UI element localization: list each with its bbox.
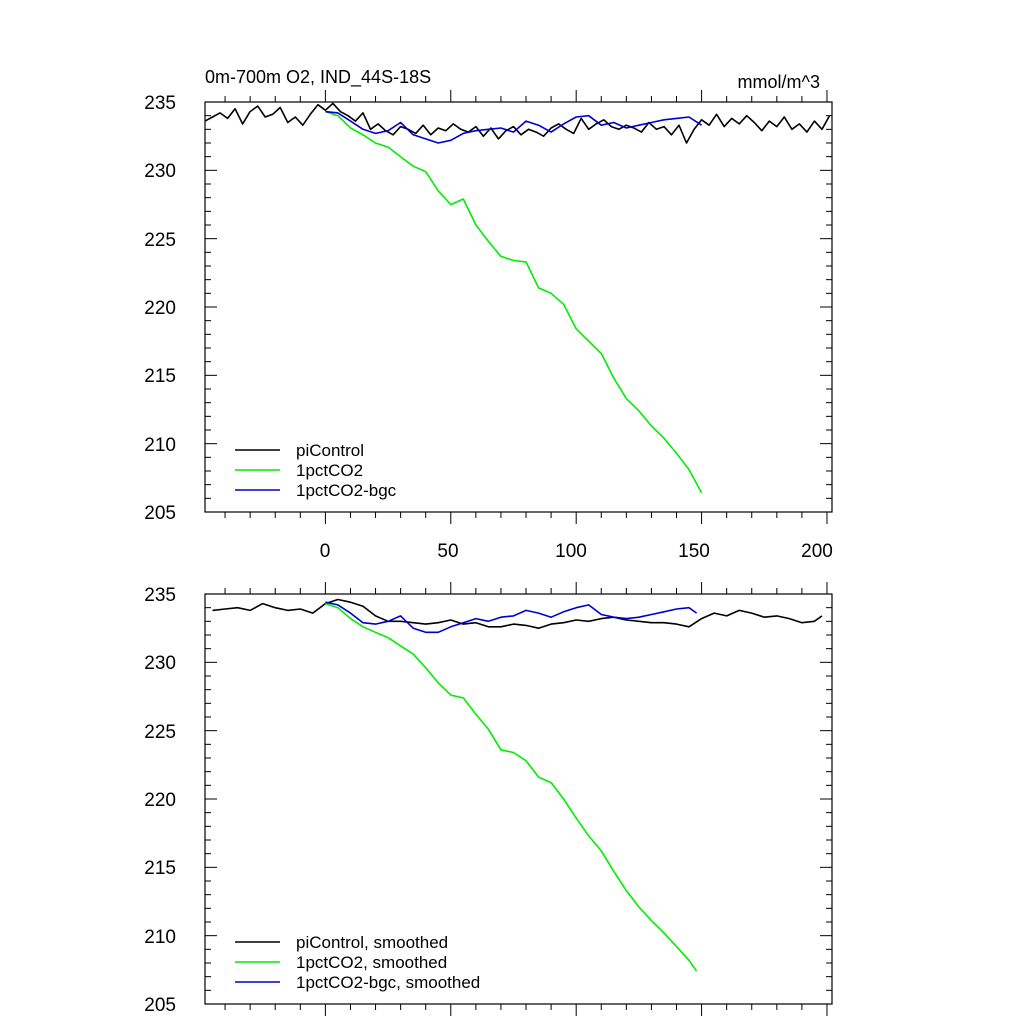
series-line-1pctco2-smoothed xyxy=(325,602,698,972)
legend-label: 1pctCO2-bgc xyxy=(296,481,397,500)
axis-ticks xyxy=(205,582,832,1016)
y-tick-label: 215 xyxy=(144,858,176,879)
top-panel: 0m-700m O2, IND_44S-18S mmol/m^3 235 230… xyxy=(144,67,833,562)
series-line-1pctco2-bgc xyxy=(325,110,703,144)
x-tick-label: 0 xyxy=(320,541,331,562)
units-label: mmol/m^3 xyxy=(738,72,820,92)
series-lines xyxy=(212,598,823,972)
y-tick-label: 235 xyxy=(144,93,176,114)
bottom-panel: 235 230 225 220 215 210 205 piControl, s… xyxy=(144,582,833,1016)
y-tick-label: 230 xyxy=(144,161,176,182)
series-lines xyxy=(204,102,831,494)
legend-label: piControl, smoothed xyxy=(296,933,448,952)
y-tick-label: 225 xyxy=(144,722,176,743)
legend-label: 1pctCO2, smoothed xyxy=(296,953,447,972)
series-line-picontrol-smoothed xyxy=(212,598,823,630)
y-tick-label: 220 xyxy=(144,790,176,811)
series-line-picontrol xyxy=(204,102,831,144)
axis-ticks xyxy=(205,90,832,524)
legend: piControl 1pctCO2 1pctCO2-bgc xyxy=(235,441,397,500)
legend-label: 1pctCO2 xyxy=(296,461,363,480)
y-tick-label: 215 xyxy=(144,366,176,387)
y-axis-labels: 235 230 225 220 215 210 205 xyxy=(144,93,176,524)
y-axis-labels: 235 230 225 220 215 210 205 xyxy=(144,585,176,1016)
series-line-1pctco2-bgc-smoothed xyxy=(325,601,698,634)
x-tick-label: 100 xyxy=(555,541,587,562)
legend-label: piControl xyxy=(296,441,364,460)
y-tick-label: 205 xyxy=(144,503,176,524)
x-tick-label: 200 xyxy=(801,541,833,562)
series-line-1pctco2 xyxy=(325,110,703,494)
y-tick-label: 235 xyxy=(144,585,176,606)
x-tick-label: 150 xyxy=(678,541,710,562)
legend: piControl, smoothed 1pctCO2, smoothed 1p… xyxy=(235,933,480,992)
y-tick-label: 210 xyxy=(144,435,176,456)
chart-title: 0m-700m O2, IND_44S-18S xyxy=(205,67,431,88)
y-tick-label: 220 xyxy=(144,298,176,319)
y-tick-label: 230 xyxy=(144,653,176,674)
x-axis-labels: 0 50 100 150 200 xyxy=(320,541,833,562)
y-tick-label: 205 xyxy=(144,995,176,1016)
legend-label: 1pctCO2-bgc, smoothed xyxy=(296,973,480,992)
y-tick-label: 225 xyxy=(144,230,176,251)
y-tick-label: 210 xyxy=(144,927,176,948)
x-tick-label: 50 xyxy=(437,541,458,562)
